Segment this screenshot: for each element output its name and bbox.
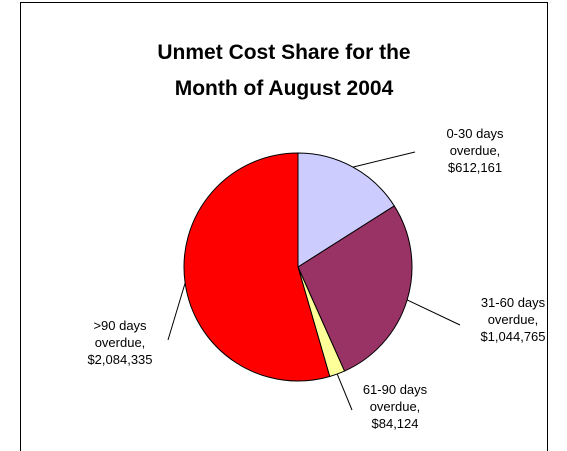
- slice-value-label: $612,161: [448, 160, 502, 175]
- leader-line: [352, 151, 416, 168]
- slice-category-label: 0-30 days overdue,: [446, 126, 504, 158]
- slice-value-label: $1,044,765: [480, 329, 545, 344]
- slice-category-label: >90 days overdue,: [93, 318, 147, 350]
- chart-title: Unmet Cost Share for the Month of August …: [157, 41, 410, 100]
- slice-category-label: 31-60 days overdue,: [481, 295, 546, 327]
- slice-value-label: $2,084,335: [87, 352, 152, 367]
- slice-category-label: 61-90 days overdue,: [363, 382, 428, 414]
- leader-line: [336, 373, 353, 411]
- slice-value-label: $84,124: [372, 416, 419, 431]
- leader-line: [406, 299, 461, 326]
- pie-slice: [183, 152, 331, 382]
- leader-line: [167, 282, 186, 341]
- pie-slice: [297, 152, 395, 268]
